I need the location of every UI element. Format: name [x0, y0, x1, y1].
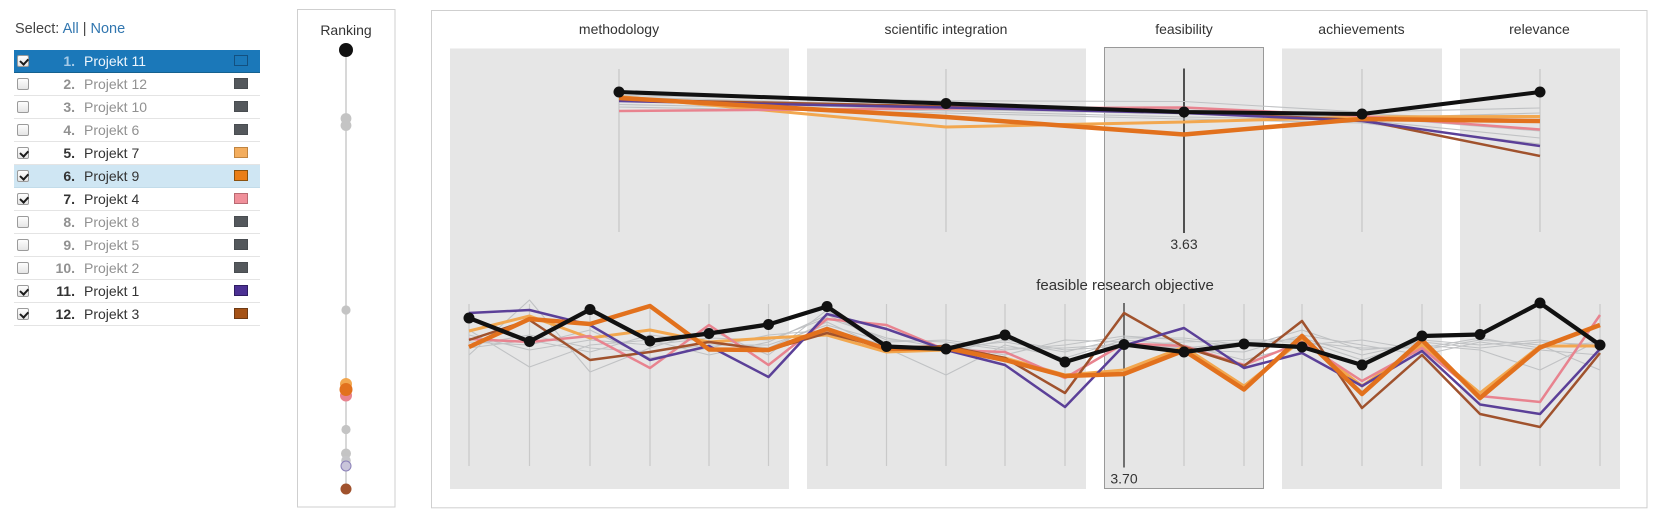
svg-text:3.63: 3.63 — [1170, 236, 1197, 252]
svg-text:relevance: relevance — [1509, 21, 1570, 37]
svg-text:methodology: methodology — [579, 21, 659, 37]
svg-text:3.70: 3.70 — [1110, 471, 1137, 487]
svg-text:feasible research objective: feasible research objective — [1036, 277, 1214, 294]
svg-text:Ranking: Ranking — [320, 22, 371, 38]
svg-text:feasibility: feasibility — [1155, 21, 1213, 37]
svg-text:achievements: achievements — [1318, 21, 1404, 37]
svg-text:scientific integration: scientific integration — [885, 21, 1008, 37]
